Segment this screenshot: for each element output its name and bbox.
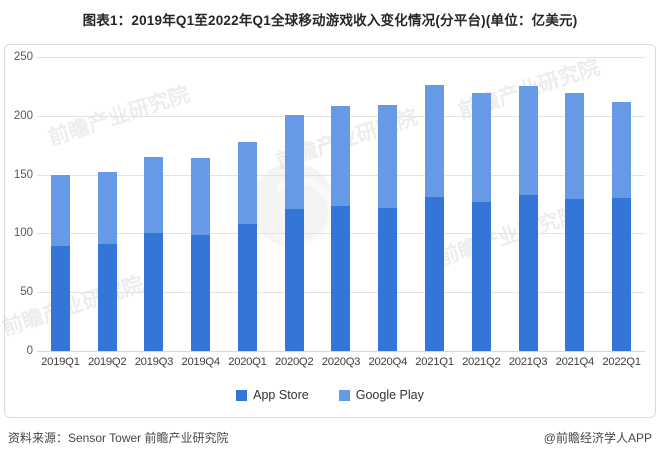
plot-area <box>37 57 645 352</box>
bar-segment-google-play-2020Q2 <box>284 114 304 209</box>
y-tick-label-100: 100 <box>13 227 33 240</box>
y-tick-label-150: 150 <box>13 168 33 181</box>
y-tick-label-250: 250 <box>13 51 33 63</box>
bar-segment-app-store-2022Q1 <box>612 198 632 351</box>
bar-segment-google-play-2020Q3 <box>331 106 351 207</box>
bar-column-2019Q2 <box>84 57 131 351</box>
bar-segment-google-play-2019Q4 <box>191 158 211 235</box>
legend-swatch-app-store <box>236 389 248 401</box>
bar-2020Q3 <box>331 106 351 351</box>
bar-segment-app-store-2021Q2 <box>471 201 491 351</box>
legend-item-app-store: App Store <box>236 388 309 402</box>
chart-card: 前瞻产业研究院 前瞻产业研究院 前瞻产业研究院 前瞻产业研究院 前瞻产业研究院 … <box>0 44 656 418</box>
bar-segment-google-play-2019Q2 <box>97 172 117 244</box>
footer-brand: @前瞻经济学人APP <box>543 431 652 445</box>
footer-source: 资料来源：Sensor Tower 前瞻产业研究院 <box>8 431 229 445</box>
legend-label-app-store: App Store <box>253 388 309 402</box>
legend-swatch-google-play <box>338 389 350 401</box>
footer: 资料来源：Sensor Tower 前瞻产业研究院 @前瞻经济学人APP <box>0 429 660 446</box>
x-tick-label-2019Q4: 2019Q4 <box>181 356 220 368</box>
bar-2019Q2 <box>97 172 117 351</box>
x-tick-label-2020Q4: 2020Q4 <box>368 356 408 368</box>
x-tick-label-2020Q1: 2020Q1 <box>228 356 267 368</box>
bar-segment-app-store-2020Q3 <box>331 206 351 351</box>
bar-column-2020Q2 <box>271 57 318 351</box>
bar-segment-app-store-2020Q1 <box>237 224 257 351</box>
x-tick-label-2021Q4: 2021Q4 <box>555 356 595 368</box>
bar-segment-app-store-2021Q4 <box>565 199 585 351</box>
bar-column-2021Q4 <box>551 57 598 351</box>
y-tick-label-50: 50 <box>20 286 33 299</box>
x-axis: 2019Q1 2019Q2 2019Q3 2019Q4 2020Q1 2020Q2 2020… <box>37 356 645 368</box>
bar-segment-app-store-2019Q1 <box>50 246 70 351</box>
x-tick-label-2020Q3: 2020Q3 <box>321 356 361 368</box>
x-tick-label-2022Q1: 2022Q1 <box>602 356 641 368</box>
bar-column-2021Q1 <box>411 57 458 351</box>
bar-2020Q4 <box>378 105 398 351</box>
bar-column-2021Q2 <box>458 57 505 351</box>
bar-segment-app-store-2021Q1 <box>425 196 444 351</box>
legend-label-google-play: Google Play <box>355 388 424 402</box>
bar-segment-app-store-2019Q4 <box>191 234 211 351</box>
bar-column-2020Q4 <box>364 57 411 351</box>
bar-segment-app-store-2021Q3 <box>518 194 538 351</box>
bar-column-2019Q4 <box>177 57 224 351</box>
bar-2021Q4 <box>565 93 585 351</box>
bar-column-2020Q1 <box>224 57 271 351</box>
bar-2021Q1 <box>425 85 444 351</box>
bars-container <box>37 57 645 351</box>
bar-segment-google-play-2019Q1 <box>50 174 70 247</box>
x-tick-label-2021Q1: 2021Q1 <box>415 356 454 368</box>
bar-segment-google-play-2022Q1 <box>612 101 632 199</box>
bar-column-2022Q1 <box>598 57 645 351</box>
x-tick-label-2021Q3: 2021Q3 <box>508 356 548 368</box>
bar-segment-google-play-2021Q1 <box>425 85 444 197</box>
x-tick-label-2021Q2: 2021Q2 <box>462 356 501 368</box>
x-tick-label-2019Q3: 2019Q3 <box>134 356 174 368</box>
bar-segment-app-store-2020Q2 <box>284 208 304 351</box>
x-tick-label-2019Q1: 2019Q1 <box>41 356 80 368</box>
x-tick-label-2019Q2: 2019Q2 <box>87 356 127 368</box>
bar-2019Q3 <box>144 156 164 351</box>
bar-column-2019Q3 <box>131 57 178 351</box>
bar-segment-google-play-2020Q4 <box>378 105 398 208</box>
bar-segment-app-store-2020Q4 <box>378 207 398 351</box>
x-tick-label-2020Q2: 2020Q2 <box>275 356 314 368</box>
bar-segment-google-play-2019Q3 <box>144 156 164 234</box>
chart-title: 图表1：2019年Q1至2022年Q1全球移动游戏收入变化情况(分平台)(单位：… <box>82 13 578 28</box>
y-tick-label-200: 200 <box>13 109 33 122</box>
bar-2020Q1 <box>237 141 257 351</box>
gridline-0 <box>37 351 645 352</box>
gridline-250 <box>37 57 645 58</box>
bar-2022Q1 <box>612 101 632 351</box>
bar-segment-google-play-2021Q4 <box>565 93 585 200</box>
bar-column-2021Q3 <box>505 57 552 351</box>
bar-segment-google-play-2021Q2 <box>471 93 491 202</box>
bar-column-2020Q3 <box>318 57 365 351</box>
bar-2020Q2 <box>284 114 304 351</box>
bar-2021Q2 <box>471 93 491 351</box>
bar-2021Q3 <box>518 86 538 351</box>
bar-2019Q1 <box>50 174 70 351</box>
y-tick-label-0: 0 <box>26 345 33 357</box>
legend: App Store Google Play <box>5 388 655 402</box>
bar-segment-app-store-2019Q3 <box>144 233 164 351</box>
bar-segment-google-play-2021Q3 <box>518 86 538 195</box>
bar-column-2019Q1 <box>37 57 84 351</box>
bar-segment-google-play-2020Q1 <box>237 141 257 224</box>
bar-2019Q4 <box>191 158 211 351</box>
bar-segment-app-store-2019Q2 <box>97 243 117 351</box>
legend-item-google-play: Google Play <box>338 388 424 402</box>
